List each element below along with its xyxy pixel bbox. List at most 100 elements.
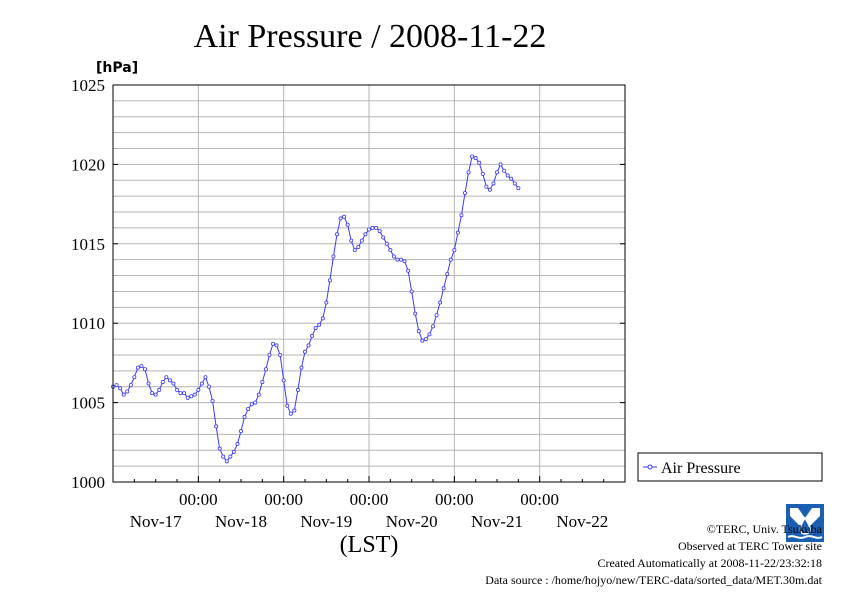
data-point [242,414,247,419]
data-point [487,187,492,192]
x-date-label: Nov-18 [215,512,267,531]
data-point [125,389,130,394]
legend: Air Pressure [637,452,823,482]
data-point [221,454,226,459]
legend-marker-icon [647,464,653,470]
data-point [477,160,482,165]
data-point [249,402,254,407]
data-point [324,300,329,305]
data-point [260,379,265,384]
x-time-label: 00:00 [520,490,559,509]
data-point [391,254,396,259]
data-point [292,408,297,413]
x-time-label: 00:00 [264,490,303,509]
x-date-label: Nov-21 [471,512,523,531]
terc-logo-icon [786,504,824,542]
data-point [427,332,432,337]
y-tick-label: 1025 [71,76,105,95]
data-point [167,378,172,383]
data-point [377,229,382,234]
data-point [153,392,158,397]
y-tick-label: 1020 [71,155,105,174]
data-point [327,278,332,283]
data-point [452,248,457,253]
data-point [381,235,386,240]
data-point [338,216,343,221]
data-point [263,367,268,372]
y-tick-label: 1005 [71,394,105,413]
credit-copyright: ©TERC, Univ. Tsukuba [706,522,822,536]
data-point [224,459,229,464]
data-point [494,170,499,175]
data-point [331,254,336,259]
data-point [441,286,446,291]
x-date-label: Nov-17 [130,512,182,531]
data-point [363,232,368,237]
data-point [388,248,393,253]
data-point [139,364,144,369]
data-point [459,213,464,218]
data-point [473,156,478,161]
data-point [238,429,243,434]
x-axis-ticks: 00:00 00:00 00:00 00:00 00:00 Nov-17 Nov-18 Nov… [130,476,608,531]
y-tick-label: 1010 [71,314,105,333]
data-point [366,227,371,232]
legend-entry-air-pressure: Air Pressure [661,460,741,477]
data-point [498,162,503,167]
data-point [434,313,439,318]
legend-box [637,452,823,482]
data-point [484,184,489,189]
terc-logo [786,504,824,542]
x-time-label: 00:00 [350,490,389,509]
data-point [349,238,354,243]
data-point [210,399,215,404]
data-point [406,268,411,273]
data-point [235,441,240,446]
data-point [196,387,201,392]
data-point [189,394,194,399]
credit-source: Data source : /home/hojyo/new/TERC-data/… [485,573,822,587]
data-point [356,244,361,249]
data-point [420,338,425,343]
data-point [121,392,126,397]
data-point [423,337,428,342]
data-point [313,325,318,330]
data-point [150,391,155,396]
data-point [516,186,521,191]
data-point [455,230,460,235]
data-point [253,400,258,405]
x-date-label: Nov-22 [556,512,608,531]
data-point [178,391,183,396]
data-point [480,171,485,176]
air-pressure-series [111,154,521,464]
y-tick-label: 1015 [71,235,105,254]
data-point [448,257,453,262]
data-point [114,383,119,388]
data-point [274,343,279,348]
data-point [185,395,190,400]
x-date-label: Nov-19 [300,512,352,531]
data-point [416,329,421,334]
data-point [374,225,379,230]
data-point [342,214,347,219]
data-point [246,406,251,411]
credit-observed: Observed at TERC Tower site [677,539,822,553]
data-point [231,449,236,454]
data-point [299,365,304,370]
data-point [352,248,357,253]
data-point [320,316,325,321]
data-point [491,181,496,186]
data-point [466,170,471,175]
data-point [402,259,407,264]
data-point [118,386,123,391]
data-point [132,375,137,380]
data-point [359,238,364,243]
data-point [256,392,261,397]
data-point [174,387,179,392]
x-axis-label: (LST) [340,532,399,558]
data-point [310,333,315,338]
data-point [295,387,300,392]
data-point [278,352,283,357]
x-time-label: 00:00 [435,490,474,509]
